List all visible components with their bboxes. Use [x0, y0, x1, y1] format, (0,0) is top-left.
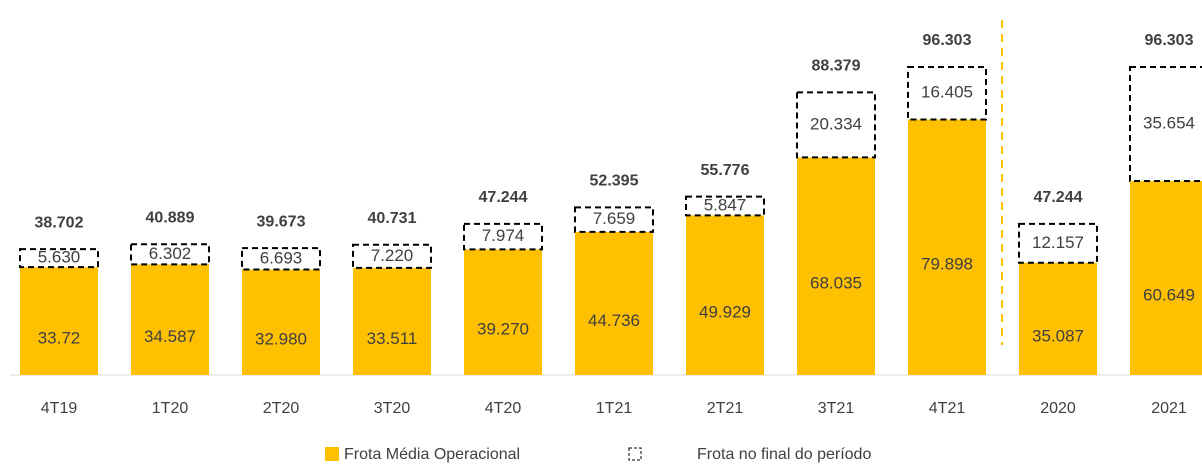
data-label: 33.511 [367, 329, 418, 348]
bar-outline [130, 243, 210, 266]
total-label: 39.673 [257, 213, 306, 230]
bar-outline [352, 243, 432, 269]
total-label: 47.244 [1034, 189, 1083, 206]
bar-outline [907, 66, 987, 121]
x-tick-label: 3T20 [374, 400, 411, 417]
data-label: 35.654 [1143, 113, 1195, 132]
data-label: 12.157 [1032, 233, 1084, 252]
bar-outline [1129, 66, 1202, 183]
data-label: 44.736 [588, 311, 640, 330]
data-label: 5.847 [704, 195, 747, 214]
data-label: 7.974 [482, 226, 525, 245]
data-label: 32.980 [255, 330, 307, 349]
data-label: 7.220 [371, 246, 414, 265]
x-tick-label: 1T20 [152, 400, 189, 417]
bar-outline [685, 195, 765, 217]
total-label: 40.889 [146, 209, 195, 226]
bar-outline [796, 91, 876, 159]
legend-swatch [325, 447, 339, 461]
data-label: 34.587 [144, 327, 196, 346]
bar [797, 157, 875, 375]
bar [131, 264, 209, 375]
total-label: 88.379 [812, 58, 861, 75]
data-label: 49.929 [699, 303, 751, 322]
data-label: 7.659 [593, 209, 636, 228]
bar [908, 119, 986, 376]
x-tick-label: 2T21 [707, 400, 744, 417]
data-label: 5.630 [38, 248, 81, 267]
data-label: 16.405 [921, 83, 973, 102]
data-label: 33.72 [38, 329, 81, 348]
x-tick-label: 2021 [1151, 400, 1187, 417]
total-label: 52.395 [590, 173, 639, 190]
x-tick-label: 2020 [1040, 400, 1076, 417]
legend-label: Frota no final do período [697, 446, 871, 463]
x-tick-label: 3T21 [818, 400, 855, 417]
total-label: 47.244 [479, 189, 528, 206]
data-label: 35.087 [1032, 326, 1084, 345]
bar [575, 231, 653, 375]
data-label: 60.649 [1143, 285, 1195, 304]
x-tick-label: 4T19 [41, 400, 78, 417]
total-label: 55.776 [701, 162, 750, 179]
legend-swatch [628, 447, 642, 461]
x-tick-label: 4T20 [485, 400, 522, 417]
bar [464, 249, 542, 375]
data-label: 20.334 [810, 114, 862, 133]
bar-outline [1018, 222, 1098, 264]
total-label: 96.303 [1145, 32, 1194, 49]
total-label: 40.731 [368, 210, 417, 227]
total-label: 96.303 [923, 32, 972, 49]
bar-outline [574, 206, 654, 233]
bar [1130, 181, 1202, 375]
data-label: 39.270 [477, 320, 529, 339]
legend-label: Frota Média Operacional [344, 446, 520, 463]
data-label: 6.302 [149, 244, 192, 263]
x-tick-label: 4T21 [929, 400, 966, 417]
bar [20, 267, 98, 375]
total-label: 38.702 [35, 214, 84, 231]
bar [353, 267, 431, 375]
data-label: 68.035 [810, 274, 862, 293]
bar [242, 269, 320, 375]
x-tick-label: 1T21 [596, 400, 633, 417]
bar-outline [241, 247, 321, 271]
bar [686, 215, 764, 375]
x-tick-label: 2T20 [263, 400, 300, 417]
data-label: 6.693 [260, 248, 303, 267]
bar-outline [463, 222, 543, 251]
bar-outline [19, 248, 99, 269]
data-label: 79.898 [921, 255, 973, 274]
bar [1019, 262, 1097, 375]
